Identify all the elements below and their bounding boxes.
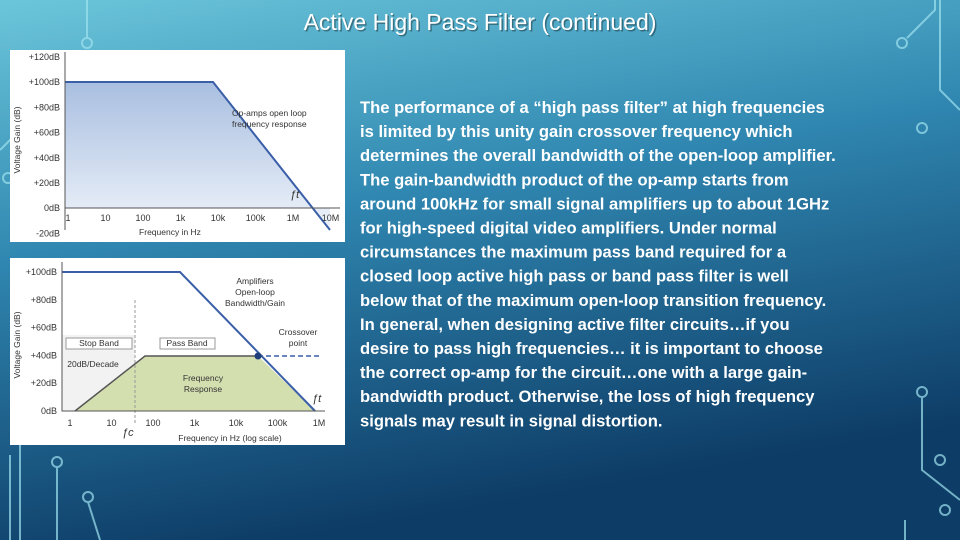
body-line: signals may result in signal distortion.	[360, 411, 662, 430]
annotation: Op-amps open loop	[232, 108, 307, 118]
ft-label: ƒt	[312, 393, 322, 405]
x-tick-label: 1k	[176, 213, 186, 223]
y-tick-label: +100dB	[26, 267, 57, 277]
x-axis-label: Frequency in Hz (log scale)	[178, 433, 282, 443]
pass-band: Pass Band	[166, 338, 207, 348]
stop-band-box	[65, 337, 133, 350]
body-line: circumstances the maximum pass band requ…	[360, 243, 787, 262]
x-tick-label: 100	[145, 418, 160, 428]
x-tick-label: 1	[67, 418, 72, 428]
ticks: +120dB +100dB +80dB +60dB +40dB +20dB 0dB -20dB…	[26, 52, 340, 428]
x-tick-label: 10	[106, 418, 116, 428]
body-line: determines the overall bandwidth of the …	[360, 146, 836, 165]
fig1-curve	[65, 81, 331, 231]
x-axis-label: Frequency in Hz	[139, 227, 201, 237]
fig1-axes	[64, 52, 340, 230]
x-tick-label: 1k	[190, 418, 200, 428]
y-tick-label: +20dB	[31, 378, 57, 388]
response-label: Response	[184, 384, 223, 394]
slope-label: 20dB/Decade	[67, 359, 119, 369]
title: Active High Pass Filter (continued)	[304, 9, 657, 35]
y-tick-label: +40dB	[34, 153, 60, 163]
y-tick-label: +40dB	[31, 350, 57, 360]
x-tick-label: 10k	[211, 213, 226, 223]
response-label: Frequency	[183, 373, 224, 383]
open-loop-label: Amplifiers	[236, 276, 273, 286]
stop-band: Stop Band	[79, 338, 119, 348]
y-tick-label: +60dB	[34, 128, 60, 138]
y-tick-label: +20dB	[34, 178, 60, 188]
body-line: bandwidth product. Otherwise, the loss o…	[360, 387, 815, 406]
fig2-axes	[61, 262, 325, 412]
x-tick-label: 1	[65, 213, 70, 223]
y-tick-label: +60dB	[31, 323, 57, 333]
y-tick-label: 0dB	[44, 203, 60, 213]
x-tick-label: 100k	[268, 418, 288, 428]
crossover-label: point	[289, 338, 308, 348]
y-tick-label: -20dB	[36, 228, 60, 238]
body-line: The performance of a “high pass filter” …	[360, 98, 825, 117]
crossover-point	[254, 352, 262, 360]
figure-2	[10, 258, 345, 445]
body-line: closed loop active high pass or band pas…	[360, 267, 789, 286]
title-shadow: Active High Pass Filter (continued)	[305, 11, 658, 37]
x-tick-label: 1M	[287, 213, 300, 223]
y-tick-label: 0dB	[41, 406, 57, 416]
y-tick-label: +120dB	[29, 52, 60, 62]
body-line: is limited by this unity gain crossover …	[360, 122, 792, 141]
x-tick-label: 10k	[229, 418, 244, 428]
annotation: frequency response	[232, 119, 307, 129]
body-line: the correct op-amp for the circuit…one w…	[360, 363, 807, 382]
open-loop-label: Bandwidth/Gain	[225, 298, 285, 308]
x-tick-label: 100k	[246, 213, 266, 223]
y-tick-label: +80dB	[31, 295, 57, 305]
body-line: for high-speed digital video amplifiers.…	[360, 219, 777, 238]
open-loop-curve	[62, 271, 316, 412]
y-tick-label: +100dB	[29, 77, 60, 87]
body-line: In general, when designing active filter…	[360, 315, 790, 334]
y-axis-label: Voltage Gain (dB)	[12, 311, 22, 378]
closed-loop-curve	[74, 355, 258, 412]
x-tick-label: 10M	[322, 213, 340, 223]
fc-label: ƒc	[122, 427, 134, 439]
ft-label: ƒt	[290, 189, 300, 201]
open-loop-label: Open-loop	[235, 287, 275, 297]
body-text: The performance of a “high pass filter” …	[360, 98, 836, 430]
body-line: below that of the maximum open-loop tran…	[360, 291, 826, 310]
y-tick-label: +80dB	[34, 102, 60, 112]
body-line: around 100kHz for small signal amplifier…	[360, 194, 829, 213]
x-tick-label: 10	[100, 213, 110, 223]
body-line: desire to pass high frequencies… it is i…	[360, 339, 823, 358]
pass-band-box	[159, 337, 216, 350]
crossover-label: Crossover	[279, 327, 318, 337]
fig1-fill	[65, 82, 330, 230]
x-tick-label: 1M	[313, 418, 326, 428]
x-tick-label: 100	[135, 213, 150, 223]
y-axis-label: Voltage Gain (dB)	[12, 106, 22, 173]
body-line: The gain-bandwidth product of the op-amp…	[360, 170, 789, 189]
